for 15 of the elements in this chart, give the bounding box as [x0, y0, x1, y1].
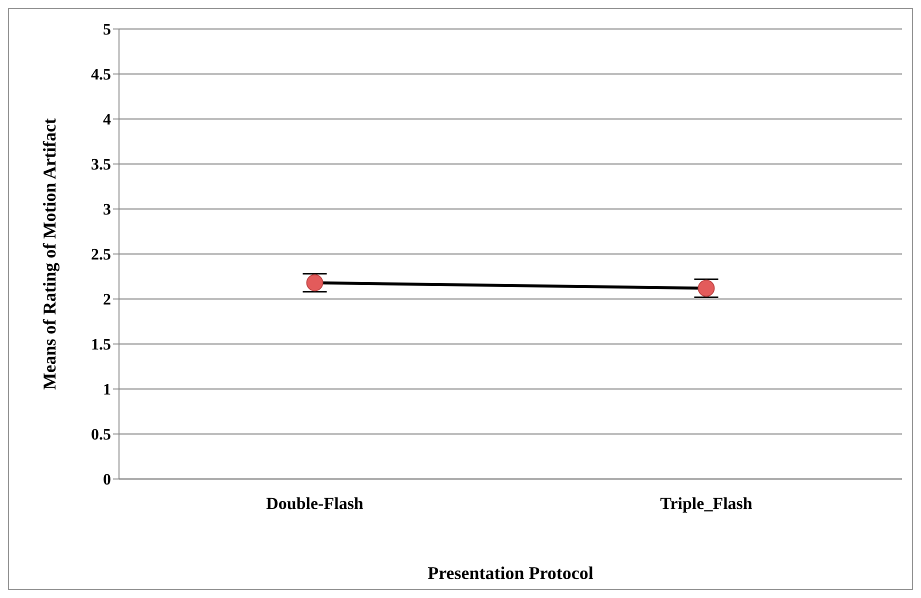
y-tick-label: 0.5 [91, 426, 111, 444]
y-tick-label: 2 [103, 292, 111, 309]
y-tick-label: 1.5 [91, 336, 111, 354]
y-tick-label: 3.5 [91, 156, 111, 174]
y-tick-label: 2.5 [91, 246, 111, 264]
y-tick-label: 4.5 [91, 66, 111, 84]
y-tick-label: 1 [103, 382, 111, 399]
x-axis-title: Presentation Protocol [428, 563, 594, 583]
x-tick-label: Double-Flash [266, 494, 364, 514]
y-tick-label: 3 [103, 202, 111, 219]
x-tick-label: Triple_Flash [660, 494, 753, 514]
y-tick-label: 4 [103, 112, 111, 129]
y-tick-label: 5 [103, 22, 111, 39]
y-axis-title: Means of Rating of Motion Artifact [39, 118, 60, 390]
y-tick-label: 0 [103, 472, 111, 489]
